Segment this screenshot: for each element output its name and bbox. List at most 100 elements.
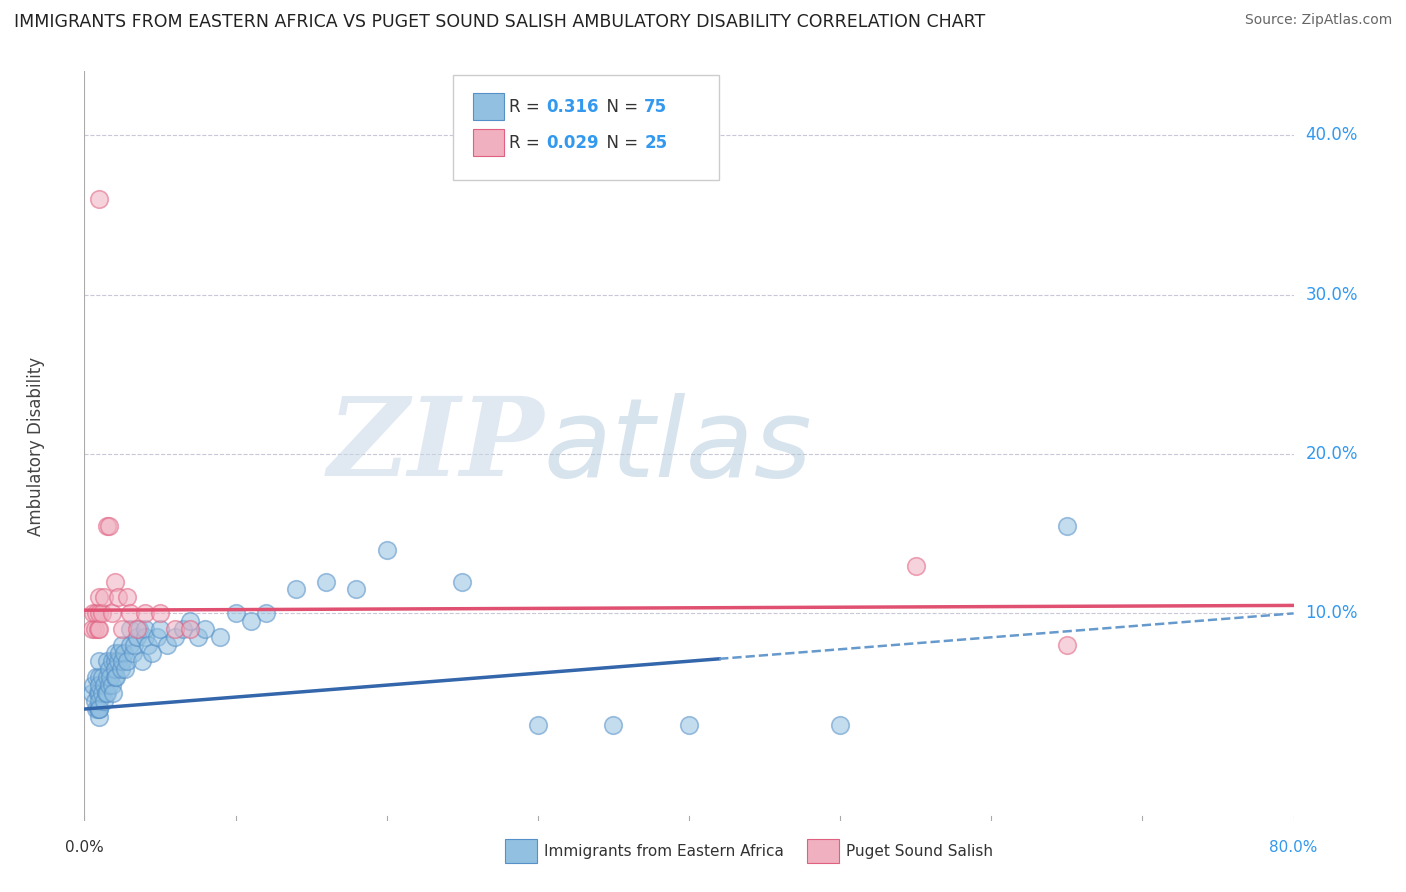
Point <box>89 702 111 716</box>
Point <box>112 646 135 660</box>
Point <box>89 686 111 700</box>
Point <box>86 702 108 716</box>
Text: Source: ZipAtlas.com: Source: ZipAtlas.com <box>1244 13 1392 28</box>
Point <box>239 615 262 629</box>
Point <box>122 638 145 652</box>
Point <box>1056 518 1078 533</box>
Text: 0.029: 0.029 <box>547 134 599 152</box>
Point <box>346 582 368 597</box>
Point <box>89 702 111 716</box>
Point <box>82 678 104 692</box>
Point <box>375 542 398 557</box>
Point <box>111 654 134 668</box>
Point <box>285 582 308 597</box>
Point <box>179 623 201 637</box>
Text: 0.0%: 0.0% <box>65 839 104 855</box>
Point <box>105 670 128 684</box>
Point <box>134 623 156 637</box>
Point <box>97 662 120 676</box>
Text: N =: N = <box>596 97 643 116</box>
Point <box>141 646 163 660</box>
Point <box>107 591 129 605</box>
Point <box>89 591 111 605</box>
Point <box>104 654 127 668</box>
Point <box>84 694 107 708</box>
Text: R =: R = <box>509 97 544 116</box>
Text: 30.0%: 30.0% <box>1306 285 1358 303</box>
Point <box>110 662 132 676</box>
Point <box>131 654 153 668</box>
Point <box>315 574 337 589</box>
Point <box>100 678 122 692</box>
Point <box>93 591 115 605</box>
Point <box>96 670 118 684</box>
Point <box>87 686 110 700</box>
FancyBboxPatch shape <box>472 129 503 156</box>
Text: Puget Sound Salish: Puget Sound Salish <box>846 844 993 859</box>
Point <box>91 670 114 684</box>
Text: 10.0%: 10.0% <box>1306 605 1358 623</box>
Point <box>225 607 247 621</box>
Point <box>84 623 107 637</box>
Point <box>104 670 127 684</box>
Point <box>156 638 179 652</box>
Point <box>128 623 150 637</box>
Point <box>91 686 114 700</box>
Point <box>111 638 134 652</box>
Point <box>82 607 104 621</box>
Point <box>127 630 149 644</box>
Point <box>134 630 156 644</box>
Point <box>194 623 217 637</box>
Point <box>451 574 474 589</box>
Point <box>89 192 111 206</box>
Point <box>100 654 122 668</box>
Text: 20.0%: 20.0% <box>1306 445 1358 463</box>
Point <box>89 710 111 724</box>
Point <box>86 607 108 621</box>
Point <box>97 678 120 692</box>
Point <box>904 558 927 573</box>
Point <box>118 623 141 637</box>
Point <box>165 630 187 644</box>
Point <box>187 630 209 644</box>
Text: ZIP: ZIP <box>328 392 544 500</box>
Point <box>1056 638 1078 652</box>
Text: 80.0%: 80.0% <box>1270 839 1317 855</box>
Point <box>108 646 131 660</box>
Point <box>89 654 111 668</box>
Point <box>89 670 111 684</box>
Point <box>111 623 134 637</box>
Point <box>87 702 110 716</box>
Point <box>80 623 103 637</box>
Point <box>104 646 127 660</box>
Point <box>146 630 169 644</box>
Point <box>89 623 111 637</box>
Text: R =: R = <box>509 134 544 152</box>
Text: 75: 75 <box>644 97 668 116</box>
Point <box>94 686 117 700</box>
Text: atlas: atlas <box>544 392 813 500</box>
Point <box>89 694 111 708</box>
FancyBboxPatch shape <box>505 839 537 863</box>
Point <box>104 662 127 676</box>
FancyBboxPatch shape <box>453 75 720 180</box>
Point <box>254 607 277 621</box>
FancyBboxPatch shape <box>807 839 839 863</box>
Point <box>86 670 108 684</box>
Point <box>149 607 172 621</box>
Text: Immigrants from Eastern Africa: Immigrants from Eastern Africa <box>544 844 783 859</box>
Point <box>96 654 118 668</box>
Point <box>98 670 121 684</box>
Point <box>100 607 122 621</box>
Point <box>93 694 115 708</box>
Point <box>127 623 149 637</box>
Point <box>87 623 110 637</box>
Point <box>91 607 114 621</box>
Point <box>115 654 138 668</box>
Text: N =: N = <box>596 134 643 152</box>
Text: 40.0%: 40.0% <box>1306 126 1358 145</box>
Point <box>830 718 852 732</box>
Text: IMMIGRANTS FROM EASTERN AFRICA VS PUGET SOUND SALISH AMBULATORY DISABILITY CORRE: IMMIGRANTS FROM EASTERN AFRICA VS PUGET … <box>14 13 986 31</box>
Point <box>89 607 111 621</box>
Point <box>121 646 143 660</box>
